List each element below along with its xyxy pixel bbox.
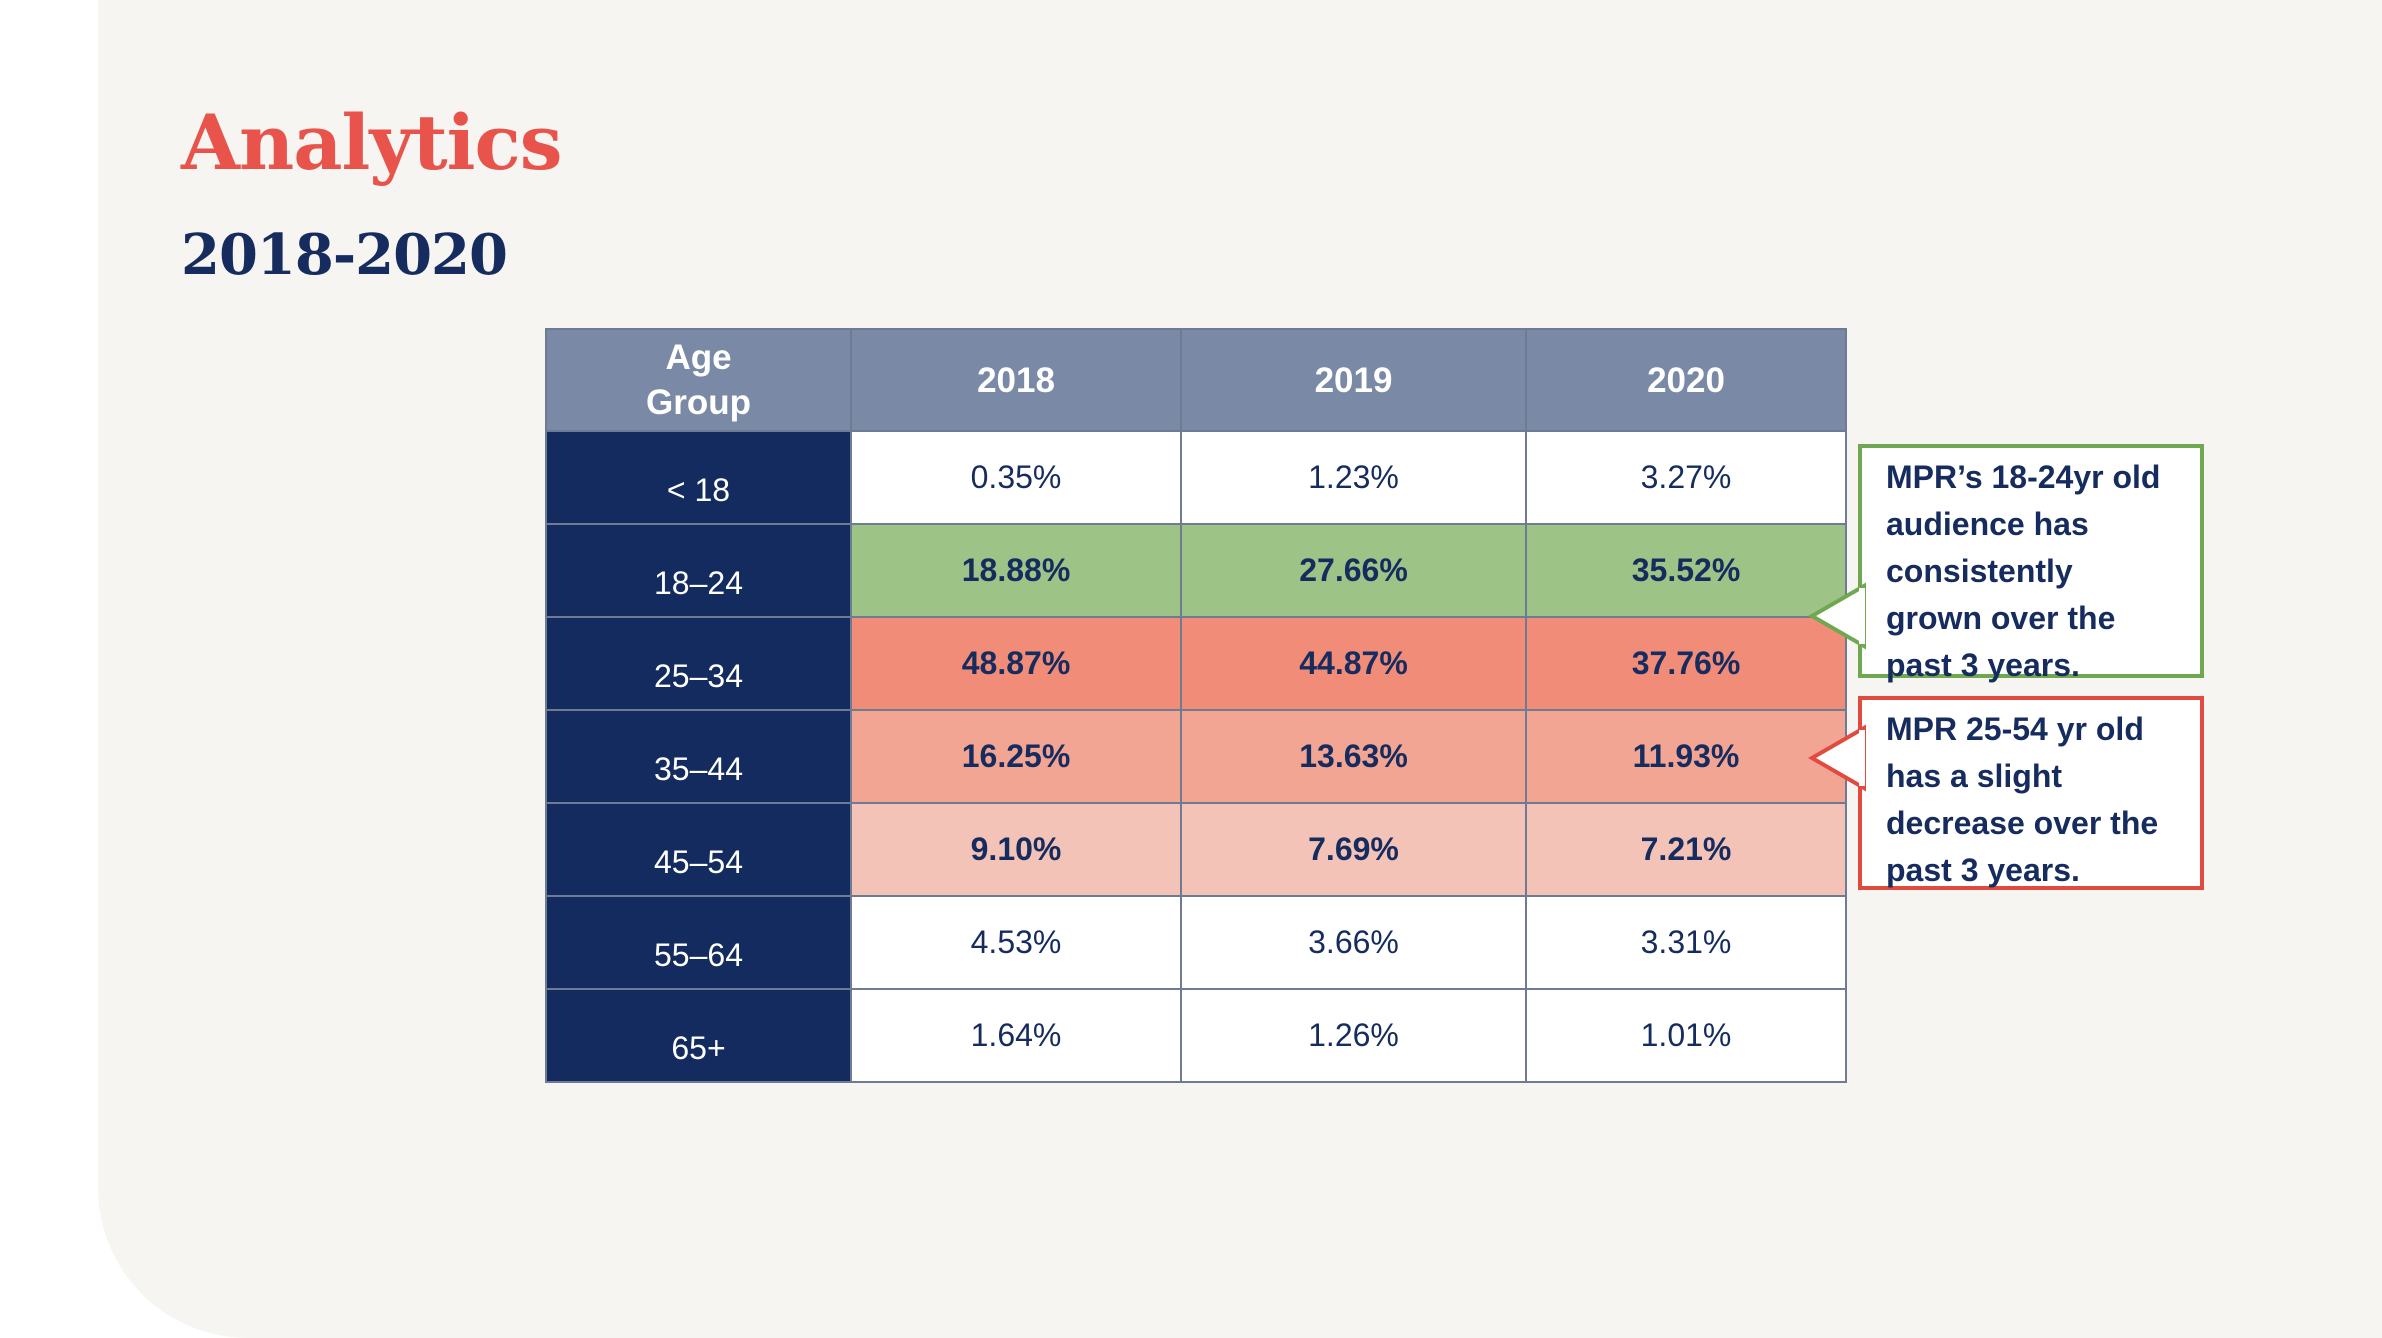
value-cell: 27.66% [1180,523,1527,618]
callout-pointer [1807,724,1866,792]
value-cell: 4.53% [850,895,1182,990]
age-group-cell: 18–24 [545,523,852,618]
page-title: Analytics [181,98,563,187]
table-row: 18–24 18.88% 27.66% 35.52% [545,523,1847,618]
value-cell: 9.10% [850,802,1182,897]
table-row: 65+ 1.64% 1.26% 1.01% [545,988,1847,1083]
age-group-cell: 35–44 [545,709,852,804]
column-header-line: Group [646,383,751,422]
page-subtitle: 2018-2020 [181,222,508,288]
value-cell: 3.66% [1180,895,1527,990]
age-group-cell: 55–64 [545,895,852,990]
value-cell: 3.27% [1525,430,1847,525]
table-header-row: Age Group 2018 2019 2020 [545,328,1847,432]
table-row: 25–34 48.87% 44.87% 37.76% [545,616,1847,711]
column-header: 2018 [850,328,1182,432]
column-header-line: Age [665,338,732,377]
value-cell: 37.76% [1525,616,1847,711]
age-group-cell: 65+ [545,988,852,1083]
column-header: 2019 [1180,328,1527,432]
column-header: Age Group [545,328,852,432]
value-cell: 1.01% [1525,988,1847,1083]
column-header: 2020 [1525,328,1847,432]
value-cell: 1.64% [850,988,1182,1083]
value-cell: 1.23% [1180,430,1527,525]
callout-pointer [1807,582,1866,650]
value-cell: 1.26% [1180,988,1527,1083]
table-row: 55–64 4.53% 3.66% 3.31% [545,895,1847,990]
table-row: 35–44 16.25% 13.63% 11.93% [545,709,1847,804]
table-row: 45–54 9.10% 7.69% 7.21% [545,802,1847,897]
growth-callout-text: MPR’s 18-24yr old audience has consisten… [1886,459,2161,683]
value-cell: 3.31% [1525,895,1847,990]
value-cell: 0.35% [850,430,1182,525]
age-group-cell: < 18 [545,430,852,525]
value-cell: 48.87% [850,616,1182,711]
value-cell: 7.69% [1180,802,1527,897]
value-cell: 7.21% [1525,802,1847,897]
table-row: < 18 0.35% 1.23% 3.27% [545,430,1847,525]
value-cell: 16.25% [850,709,1182,804]
value-cell: 44.87% [1180,616,1527,711]
value-cell: 11.93% [1525,709,1847,804]
growth-callout: MPR’s 18-24yr old audience has consisten… [1807,444,2204,683]
decrease-callout: MPR 25-54 yr old has a slight decrease o… [1807,696,2204,890]
value-cell: 13.63% [1180,709,1527,804]
age-group-cell: 25–34 [545,616,852,711]
age-group-table: Age Group 2018 2019 2020 < 18 0.35% 1.23% 3.… [545,328,1847,1083]
decrease-callout-text: MPR 25-54 yr old has a slight decrease o… [1886,711,2159,888]
value-cell: 35.52% [1525,523,1847,618]
value-cell: 18.88% [850,523,1182,618]
table-body: < 18 0.35% 1.23% 3.27% 18–24 18.88% 27.66% 35.5… [545,430,1847,1083]
age-group-cell: 45–54 [545,802,852,897]
